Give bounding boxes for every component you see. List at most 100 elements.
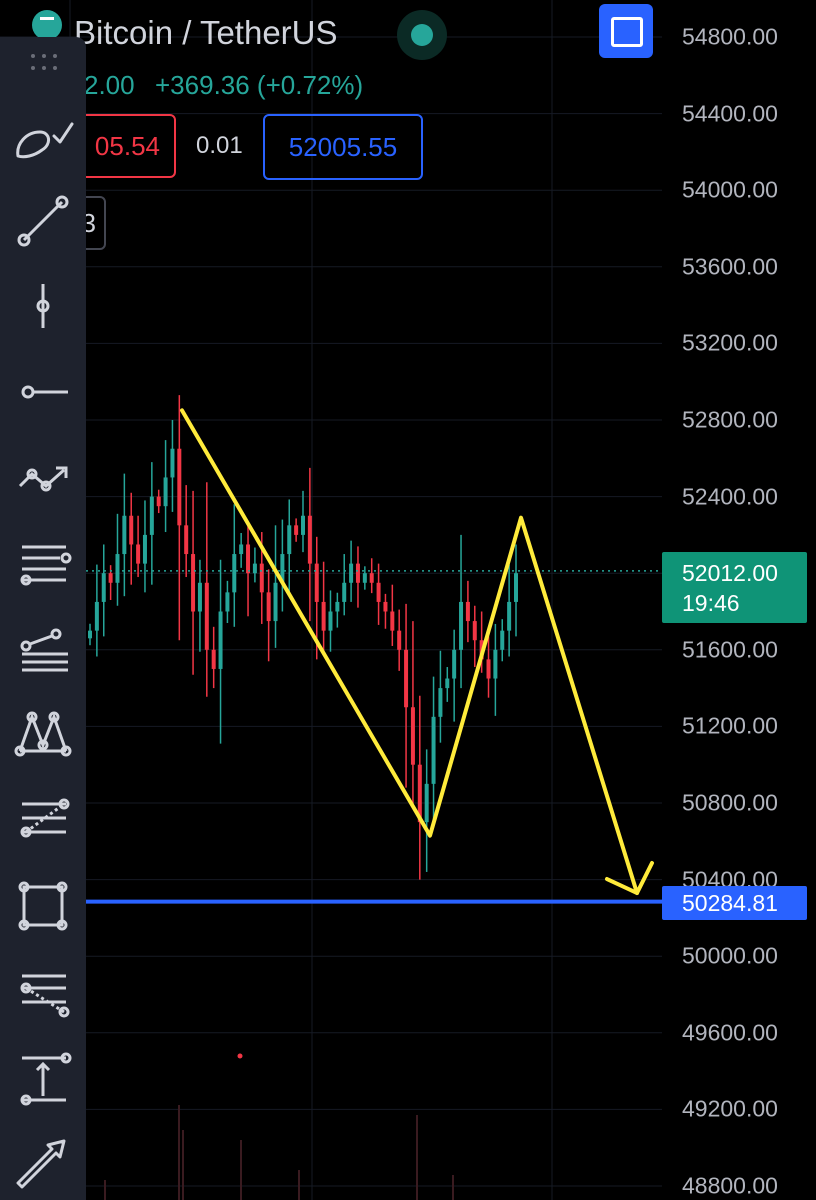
candle-body — [191, 554, 196, 612]
drag-handle-icon[interactable] — [30, 52, 58, 74]
brush-icon[interactable] — [6, 104, 80, 178]
xabcd-pattern-icon[interactable] — [6, 697, 80, 771]
candle-body — [266, 592, 271, 622]
price-tick-label: 52400.00 — [682, 483, 778, 510]
candle-body — [259, 563, 264, 593]
candle-body — [101, 573, 106, 602]
candle-body — [486, 659, 491, 679]
candle-body — [383, 601, 388, 612]
candle-body — [280, 554, 285, 583]
candle-body — [170, 448, 175, 478]
candle-body — [225, 592, 230, 612]
candle-body — [197, 582, 202, 612]
zigzag-drawing[interactable] — [180, 408, 639, 895]
candle-body — [301, 515, 305, 535]
candle-body — [252, 563, 257, 574]
candle-body — [472, 621, 477, 641]
path-icon[interactable] — [6, 440, 80, 514]
price-tick-label: 48800.00 — [682, 1172, 778, 1199]
candle-body — [122, 515, 127, 555]
candle-body — [431, 716, 436, 784]
candle-body — [321, 601, 326, 631]
vertical-line-icon[interactable] — [6, 270, 80, 344]
price-tick-label: 53600.00 — [682, 253, 778, 280]
price-tick-label: 50000.00 — [682, 942, 778, 969]
price-tick-label: 54800.00 — [682, 23, 778, 50]
candle-body — [397, 630, 402, 650]
price-tick-label: 51200.00 — [682, 712, 778, 739]
candle-body — [129, 515, 134, 545]
price-range-icon[interactable] — [6, 1040, 80, 1114]
candle-body — [376, 582, 381, 602]
candle-body — [218, 611, 223, 669]
chart-canvas[interactable] — [0, 0, 662, 1200]
price-change: +369.36 (+0.72%) — [155, 70, 364, 100]
trend-line-icon[interactable] — [6, 184, 80, 258]
spread-value: 0.01 — [196, 132, 243, 159]
candle-body — [404, 649, 409, 708]
parallel-channel-icon[interactable] — [6, 527, 80, 601]
fib-retracement-icon[interactable] — [6, 782, 80, 856]
candle-body — [184, 525, 189, 555]
candle-body — [108, 573, 113, 583]
marker-dot — [237, 1053, 243, 1059]
candle-body — [390, 611, 395, 631]
arrow-icon[interactable] — [6, 1125, 80, 1199]
volume-bar — [178, 1105, 180, 1200]
candle-body — [507, 601, 512, 631]
candles — [88, 395, 518, 880]
bitcoin-logo-icon — [32, 10, 62, 40]
pitchfork-icon[interactable] — [6, 612, 80, 686]
fullscreen-icon — [611, 17, 643, 47]
candle-body — [445, 678, 450, 689]
candle-body — [136, 544, 141, 564]
candle-body — [314, 563, 319, 602]
fullscreen-button[interactable] — [599, 4, 653, 58]
candle-body — [328, 611, 333, 631]
candle-body — [493, 649, 498, 679]
candle-body — [177, 448, 182, 526]
candle-body — [204, 582, 209, 650]
candle-body — [246, 544, 251, 574]
bar-countdown: 19:46 — [682, 590, 740, 616]
candle-body — [342, 582, 347, 602]
candle-body — [349, 563, 354, 583]
horizontal-line-price-tag: 50284.81 — [662, 886, 807, 920]
symbol-title[interactable]: Bitcoin / TetherUS — [74, 14, 338, 51]
candle-body — [211, 649, 216, 669]
fib-extension-icon[interactable] — [6, 952, 80, 1026]
market-status-icon[interactable] — [397, 10, 447, 60]
volume-bar — [298, 1170, 300, 1200]
candle-body — [88, 630, 92, 639]
candle-body — [355, 563, 360, 583]
candle-body — [514, 573, 518, 602]
buy-button[interactable]: 52005.55 — [263, 114, 423, 180]
candle-body — [459, 601, 464, 650]
volume-bar — [104, 1180, 106, 1200]
candle-body — [232, 554, 237, 593]
candle-body — [438, 688, 443, 717]
rectangle-icon[interactable] — [6, 867, 80, 941]
candle-body — [149, 496, 154, 535]
price-tick-label: 53200.00 — [682, 329, 778, 356]
chart-area[interactable] — [0, 0, 662, 1200]
price-tick-label: 54400.00 — [682, 100, 778, 127]
volume-bar — [452, 1175, 454, 1200]
candle-body — [335, 601, 340, 612]
price-tick-label: 54000.00 — [682, 176, 778, 203]
last-price-tag: 52012.00 19:46 — [662, 552, 807, 623]
candle-body — [465, 601, 470, 622]
volume-bars — [104, 1105, 454, 1200]
candle-body — [142, 534, 147, 564]
horizontal-ray-icon[interactable] — [6, 355, 80, 429]
candle-body — [163, 477, 168, 507]
current-price: 2.00 — [84, 70, 135, 100]
candle-body — [500, 630, 505, 650]
price-tick-label: 49200.00 — [682, 1095, 778, 1122]
price-tick-label: 50800.00 — [682, 789, 778, 816]
last-price-label: 52012.00 — [682, 560, 778, 586]
drawing-toolbar — [0, 37, 86, 1200]
price-tick-label: 49600.00 — [682, 1019, 778, 1046]
candle-body — [452, 649, 457, 679]
candle-body — [410, 707, 415, 765]
